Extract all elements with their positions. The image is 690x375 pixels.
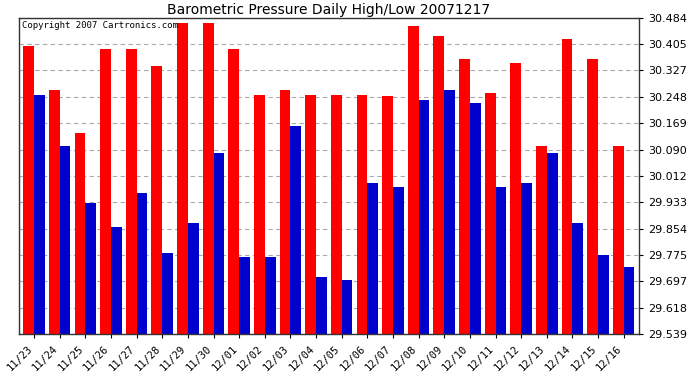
Bar: [49, 90, 60, 334]
Title: Barometric Pressure Daily High/Low 20071217: Barometric Pressure Daily High/Low 20071…: [167, 3, 491, 17]
Bar: [34, 94, 45, 334]
Bar: [433, 36, 444, 334]
Bar: [536, 146, 546, 334]
Bar: [459, 59, 470, 334]
Bar: [613, 146, 624, 334]
Bar: [152, 66, 162, 334]
Bar: [213, 153, 224, 334]
Bar: [254, 94, 265, 334]
Bar: [75, 133, 86, 334]
Bar: [305, 94, 316, 334]
Bar: [86, 203, 96, 334]
Bar: [111, 226, 121, 334]
Bar: [587, 59, 598, 334]
Bar: [137, 193, 148, 334]
Bar: [316, 277, 327, 334]
Bar: [624, 267, 635, 334]
Bar: [393, 186, 404, 334]
Bar: [23, 46, 34, 334]
Bar: [598, 255, 609, 334]
Bar: [100, 50, 111, 334]
Bar: [408, 26, 419, 334]
Bar: [367, 183, 378, 334]
Bar: [239, 257, 250, 334]
Bar: [342, 280, 353, 334]
Bar: [511, 63, 521, 334]
Bar: [265, 257, 275, 334]
Bar: [444, 90, 455, 334]
Bar: [331, 94, 342, 334]
Bar: [521, 183, 532, 334]
Bar: [188, 224, 199, 334]
Bar: [470, 103, 481, 334]
Bar: [357, 94, 367, 334]
Bar: [60, 146, 70, 334]
Bar: [203, 22, 213, 334]
Bar: [279, 90, 290, 334]
Bar: [382, 96, 393, 334]
Text: Copyright 2007 Cartronics.com: Copyright 2007 Cartronics.com: [22, 21, 177, 30]
Bar: [419, 99, 429, 334]
Bar: [573, 224, 583, 334]
Bar: [177, 22, 188, 334]
Bar: [162, 254, 173, 334]
Bar: [228, 50, 239, 334]
Bar: [546, 153, 558, 334]
Bar: [126, 50, 137, 334]
Bar: [495, 186, 506, 334]
Bar: [562, 39, 573, 334]
Bar: [290, 126, 302, 334]
Bar: [485, 93, 495, 334]
